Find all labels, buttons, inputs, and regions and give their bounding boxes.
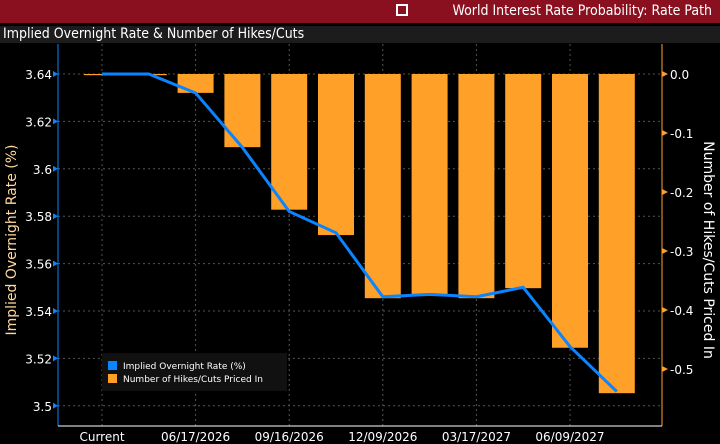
right-tick xyxy=(662,307,668,313)
bar xyxy=(411,74,448,295)
bar xyxy=(224,74,261,148)
left-axis-label: Implied Overnight Rate (%) xyxy=(4,144,20,335)
legend-label-hikes: Number of Hikes/Cuts Priced In xyxy=(123,375,263,385)
legend-label-rate: Implied Overnight Rate (%) xyxy=(123,362,246,372)
left-tick xyxy=(53,402,58,409)
bar xyxy=(458,74,495,299)
right-tick xyxy=(662,71,668,77)
left-tick xyxy=(53,308,58,314)
legend-swatch-hikes xyxy=(108,374,117,383)
left-tick xyxy=(53,213,58,220)
bar xyxy=(271,74,308,210)
left-tick-label: 3.64 xyxy=(25,68,52,82)
right-tick-label: -0.1 xyxy=(670,127,693,141)
panel-title: Implied Overnight Rate & Number of Hikes… xyxy=(3,26,305,42)
left-tick-label: 3.52 xyxy=(25,352,52,366)
legend-swatch-rate xyxy=(108,361,117,370)
right-tick xyxy=(662,366,668,372)
bar xyxy=(318,74,354,236)
x-tick-label: 12/09/2026 xyxy=(348,430,417,444)
x-tick-label: Current xyxy=(79,430,124,444)
right-axis-label: Number of Hikes/Cuts Priced In xyxy=(700,141,716,359)
left-tick-label: 3.54 xyxy=(25,305,52,319)
left-tick xyxy=(53,118,58,125)
left-tick xyxy=(53,71,58,77)
right-tick-label: -0.5 xyxy=(670,363,693,377)
x-tick-label: 06/17/2026 xyxy=(161,430,230,444)
x-tick-label: 03/17/2027 xyxy=(442,430,511,444)
bar xyxy=(177,74,214,93)
left-tick xyxy=(53,260,58,267)
x-tick-label: 09/16/2026 xyxy=(255,430,324,444)
rate-line xyxy=(102,72,618,393)
bar xyxy=(505,74,542,289)
left-tick xyxy=(53,355,58,362)
x-tick-label: 06/09/2027 xyxy=(535,430,604,444)
left-tick-label: 3.5 xyxy=(33,400,52,414)
right-tick xyxy=(662,130,668,136)
left-tick-label: 3.6 xyxy=(33,163,52,177)
right-tick xyxy=(662,189,668,195)
right-tick xyxy=(662,248,668,254)
right-tick-label: -0.3 xyxy=(670,245,693,259)
left-tick xyxy=(53,165,58,172)
bar xyxy=(552,74,588,348)
external-link-icon[interactable] xyxy=(396,4,408,16)
right-tick-label: -0.4 xyxy=(670,304,693,318)
left-tick-label: 3.58 xyxy=(25,210,52,224)
left-tick-label: 3.56 xyxy=(25,258,52,272)
left-tick-label: 3.62 xyxy=(25,115,52,129)
header-title: World Interest Rate Probability: Rate Pa… xyxy=(452,3,712,19)
right-tick-label: 0.0 xyxy=(670,68,689,82)
bar xyxy=(598,74,635,394)
panel-title-bar: Implied Overnight Rate & Number of Hikes… xyxy=(0,26,720,43)
right-tick-label: -0.2 xyxy=(670,186,693,200)
legend: Implied Overnight Rate (%) Number of Hik… xyxy=(102,353,287,391)
header-bar: World Interest Rate Probability: Rate Pa… xyxy=(0,0,720,23)
bar xyxy=(364,74,401,299)
